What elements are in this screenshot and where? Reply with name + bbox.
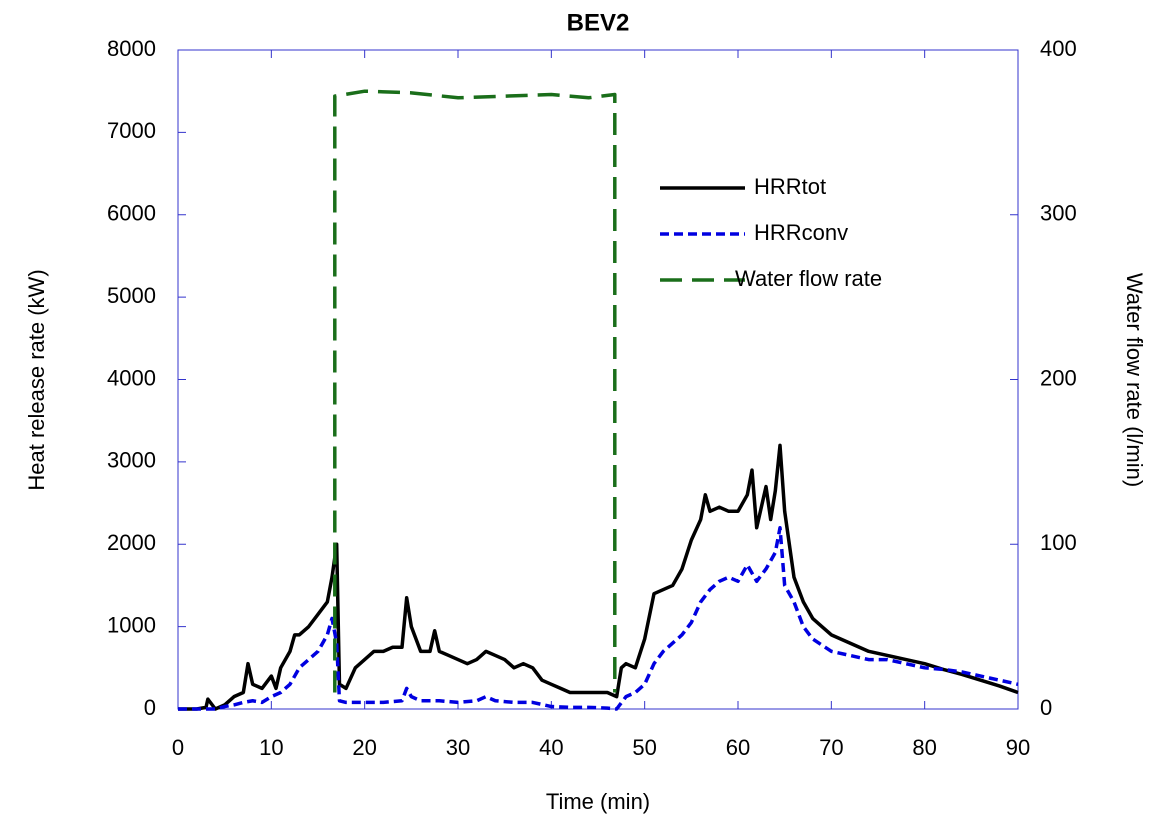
legend-label: HRRtot <box>754 174 826 199</box>
series-line <box>333 89 617 693</box>
chart-title: BEV2 <box>567 9 630 36</box>
legend-label: Water flow rate <box>735 266 882 291</box>
y-tick-label: 6000 <box>107 201 156 226</box>
x-tick-label: 80 <box>912 735 936 760</box>
x-tick-label: 10 <box>259 735 283 760</box>
x-tick-label: 60 <box>726 735 750 760</box>
x-tick-label: 30 <box>446 735 470 760</box>
x-tick-label: 90 <box>1006 735 1030 760</box>
x-tick-label: 40 <box>539 735 563 760</box>
x-tick-label: 50 <box>632 735 656 760</box>
plot-frame <box>177 49 1019 710</box>
y-axis-label: Heat release rate (kW) <box>24 269 49 490</box>
y2-tick-label: 200 <box>1040 365 1077 390</box>
y-tick-label: 0 <box>144 695 156 720</box>
x-axis-label: Time (min) <box>546 789 650 814</box>
x-tick-label: 70 <box>819 735 843 760</box>
y2-tick-label: 0 <box>1040 695 1052 720</box>
legend-label: HRRconv <box>754 220 848 245</box>
y-tick-label: 4000 <box>107 365 156 390</box>
y-tick-label: 7000 <box>107 118 156 143</box>
y-tick-label: 2000 <box>107 530 156 555</box>
y-tick-label: 8000 <box>107 36 156 61</box>
series-line <box>178 526 1019 711</box>
y2-tick-label: 100 <box>1040 530 1077 555</box>
x-tick-label: 20 <box>352 735 376 760</box>
y-tick-label: 5000 <box>107 283 156 308</box>
series-line <box>178 443 1019 711</box>
y2-tick-label: 400 <box>1040 36 1077 61</box>
y-tick-label: 1000 <box>107 612 156 637</box>
y2-tick-label: 300 <box>1040 201 1077 226</box>
y2-axis-label: Water flow rate (l/min) <box>1122 273 1147 487</box>
y-tick-label: 3000 <box>107 448 156 473</box>
x-tick-label: 0 <box>172 735 184 760</box>
